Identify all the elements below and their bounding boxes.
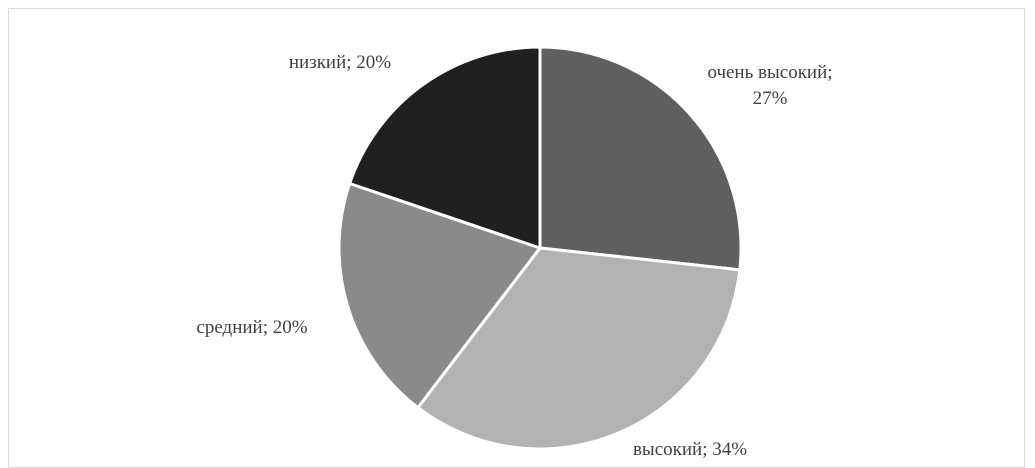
data-label-4: низкий; 20%: [289, 52, 391, 73]
pie-slice-4: [348, 45, 542, 250]
pie-slices: [337, 45, 743, 451]
data-label-3: средний; 20%: [196, 317, 307, 338]
data-label-2: высокий; 34%: [633, 439, 747, 459]
pie-labels: очень высокий; 27% высокий; 34% средний; 20…: [196, 52, 832, 459]
pie-slice-1: [538, 45, 743, 272]
pie-slice-3: [337, 182, 542, 410]
data-label-1: очень высокий; 27%: [707, 62, 832, 109]
pie-slice-2: [416, 246, 742, 451]
